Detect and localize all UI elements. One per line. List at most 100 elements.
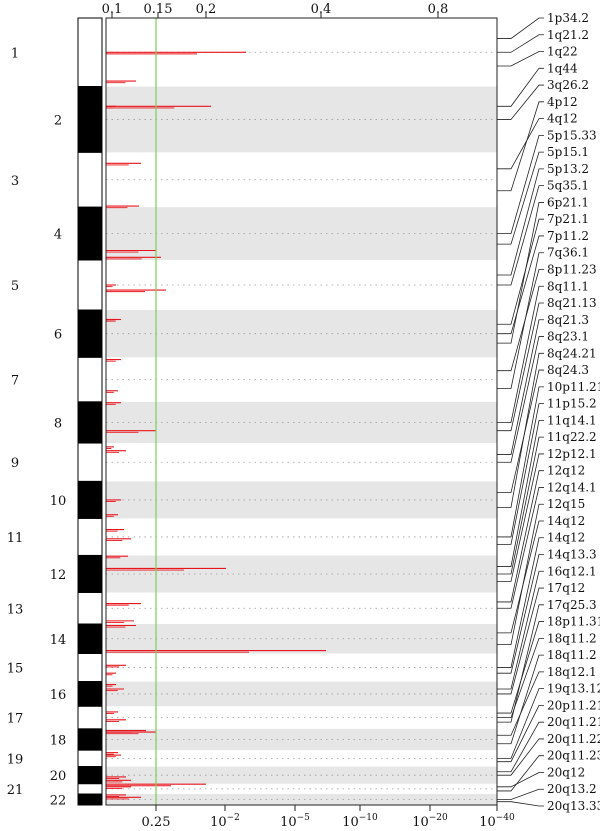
cytoband-label: 5p15.1 bbox=[547, 145, 589, 159]
cytoband-label: 7p11.2 bbox=[547, 229, 589, 243]
ideogram-block bbox=[77, 766, 103, 785]
cytoband-leader bbox=[497, 101, 544, 192]
cytoband-leader bbox=[497, 705, 544, 763]
top-axis-tick-label: 0.8 bbox=[428, 2, 449, 17]
ideogram-block bbox=[77, 705, 103, 730]
cytoband-label: 7q36.1 bbox=[547, 246, 589, 260]
top-axis-tick-label: 0.15 bbox=[144, 2, 173, 17]
ideogram-block bbox=[77, 728, 103, 751]
bottom-axis-tick-label: 10−2 bbox=[210, 813, 240, 830]
chromosome-label: 2 bbox=[54, 113, 62, 128]
cytoband-label: 1q44 bbox=[547, 61, 578, 75]
cytoband-label: 10p11.21 bbox=[547, 380, 600, 394]
cytoband-leader bbox=[497, 51, 544, 67]
chromosome-label: 10 bbox=[50, 494, 67, 509]
cytoband-leader bbox=[497, 604, 544, 723]
cytoband-leader bbox=[497, 336, 544, 463]
cytoband-leader bbox=[497, 621, 544, 714]
cytoband-leader bbox=[497, 772, 544, 788]
cytoband-leader bbox=[497, 67, 544, 107]
chromosome-label: 4 bbox=[54, 228, 62, 243]
cytoband-leader bbox=[497, 17, 544, 39]
chromosome-label: 6 bbox=[54, 328, 62, 343]
cytoband-leader bbox=[497, 202, 544, 344]
ideogram-block bbox=[77, 591, 103, 625]
cytoband-leader bbox=[497, 755, 544, 792]
cytoband-label: 14q13.3 bbox=[547, 548, 597, 562]
cytoband-leader bbox=[497, 269, 544, 372]
ideogram-block bbox=[77, 309, 103, 358]
ideogram-block bbox=[77, 480, 103, 519]
ideogram-block bbox=[77, 86, 103, 153]
chromosome-label: 5 bbox=[11, 279, 19, 294]
cytoband-leader bbox=[497, 118, 544, 170]
chromosome-label: 11 bbox=[7, 531, 24, 546]
ideogram-block bbox=[77, 259, 103, 311]
cytoband-leader bbox=[497, 470, 544, 603]
chromosome-label: 21 bbox=[7, 783, 24, 798]
cytoband-label: 12q14.1 bbox=[547, 480, 597, 494]
ideogram-block bbox=[77, 151, 103, 208]
bottom-axis-tick-label: 10−5 bbox=[280, 813, 310, 830]
cytoband-label: 14q12 bbox=[547, 531, 585, 545]
top-axis-tick-label: 0.4 bbox=[311, 2, 332, 17]
cytoband-label: 5p15.33 bbox=[547, 128, 597, 142]
ideogram-block bbox=[77, 554, 103, 593]
ideogram-block bbox=[77, 401, 103, 444]
top-axis-tick-label: 0.2 bbox=[196, 2, 217, 17]
cytoband-leader bbox=[497, 537, 544, 668]
bottom-axis-tick-label: 0.25 bbox=[142, 815, 171, 830]
cytoband-leader bbox=[497, 453, 544, 582]
cytoband-label: 18q11.2 bbox=[547, 648, 597, 662]
cytoband-label: 16q12.1 bbox=[547, 564, 597, 578]
chromosome-label: 13 bbox=[7, 602, 24, 617]
cytoband-label: 12p12.1 bbox=[547, 447, 597, 461]
ideogram-block bbox=[77, 206, 103, 261]
cytoband-label: 11q22.2 bbox=[547, 430, 597, 444]
chromosome-label: 15 bbox=[7, 662, 24, 677]
cytoband-leader bbox=[497, 688, 544, 759]
cytoband-label: 17q12 bbox=[547, 581, 585, 595]
cytoband-label: 12q12 bbox=[547, 464, 585, 478]
chromosome-label: 1 bbox=[11, 46, 19, 61]
cytoband-leader bbox=[497, 369, 544, 493]
cytoband-label: 3q26.2 bbox=[547, 78, 589, 92]
cytoband-leader bbox=[497, 637, 544, 718]
cytoband-leader bbox=[497, 654, 544, 745]
chromosome-band bbox=[106, 481, 497, 519]
cytoband-leader bbox=[497, 386, 544, 538]
ideogram-block bbox=[77, 783, 103, 795]
cytoband-leader bbox=[497, 721, 544, 773]
cytoband-leader bbox=[497, 403, 544, 545]
cytoband-label: 20q11.21 bbox=[547, 715, 600, 729]
cytoband-label: 4p12 bbox=[547, 95, 578, 109]
chromosome-band bbox=[106, 555, 497, 593]
cytoband-leader bbox=[497, 671, 544, 736]
cytoband-leader bbox=[497, 587, 544, 695]
ideogram-block bbox=[77, 517, 103, 556]
cytoband-label: 20p11.21 bbox=[547, 698, 600, 712]
cytoband-leader bbox=[497, 252, 544, 389]
cytoband-leader bbox=[497, 168, 544, 276]
ideogram-block bbox=[77, 681, 103, 707]
cytoband-label: 5p13.2 bbox=[547, 162, 589, 176]
cytoband-label: 20q11.23 bbox=[547, 749, 600, 763]
ideogram-block bbox=[77, 17, 103, 88]
cytoband-label: 20q13.33 bbox=[547, 799, 600, 813]
cytoband-leader bbox=[497, 185, 544, 286]
cytoband-leader bbox=[497, 788, 544, 800]
cytoband-leader bbox=[497, 84, 544, 120]
chromosome-label: 8 bbox=[54, 416, 62, 431]
cytoband-label: 8q24.21 bbox=[547, 346, 597, 360]
chromosome-label: 3 bbox=[11, 174, 19, 189]
ideogram-block bbox=[77, 442, 103, 482]
chromosome-label: 12 bbox=[50, 568, 67, 583]
cytoband-label: 18q11.2 bbox=[547, 631, 597, 645]
cytoband-label: 14q12 bbox=[547, 514, 585, 528]
cytoband-label: 5q35.1 bbox=[547, 179, 589, 193]
cytoband-label: 6p21.1 bbox=[547, 195, 589, 209]
cytoband-label: 17q25.3 bbox=[547, 598, 597, 612]
cytoband-leader bbox=[497, 436, 544, 575]
chromosome-label: 16 bbox=[50, 688, 67, 703]
cytoband-label: 4q12 bbox=[547, 112, 578, 126]
